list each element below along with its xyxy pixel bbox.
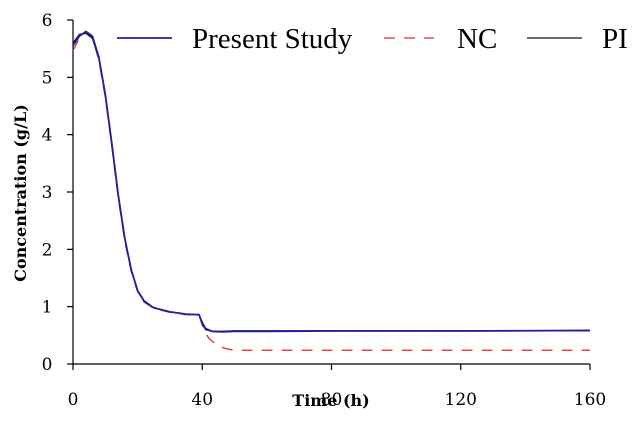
series-layer — [72, 30, 591, 351]
y-tick-label: 3 — [42, 183, 53, 203]
x-tick-label: 160 — [574, 390, 606, 410]
legend-label-present-study: Present Study — [192, 23, 353, 55]
y-tick-label: 1 — [42, 298, 53, 318]
series-line-nc — [72, 31, 590, 351]
legend-label-pi: PI — [602, 23, 628, 55]
y-tick-label: 4 — [42, 126, 53, 146]
legend: Present Study NC PI — [117, 23, 628, 55]
x-tick-label: 40 — [191, 390, 213, 410]
y-tick-label: 0 — [42, 355, 53, 375]
x-tick-label: 0 — [68, 390, 79, 410]
x-tick-label: 120 — [445, 390, 477, 410]
x-axis-title: Time (h) — [292, 391, 369, 410]
series-line-pi — [72, 32, 590, 332]
y-tick-label: 2 — [42, 240, 53, 260]
y-axis-title: Concentration (g/L) — [11, 104, 30, 282]
series-line-present-study — [72, 30, 591, 333]
legend-label-nc: NC — [457, 23, 497, 55]
axes: 0 1 2 3 4 5 6 0 40 80 120 160 — [42, 11, 607, 410]
y-tick-label: 6 — [42, 11, 53, 31]
x-tick-label: 80 — [321, 390, 343, 410]
y-tick-label: 5 — [42, 68, 53, 88]
